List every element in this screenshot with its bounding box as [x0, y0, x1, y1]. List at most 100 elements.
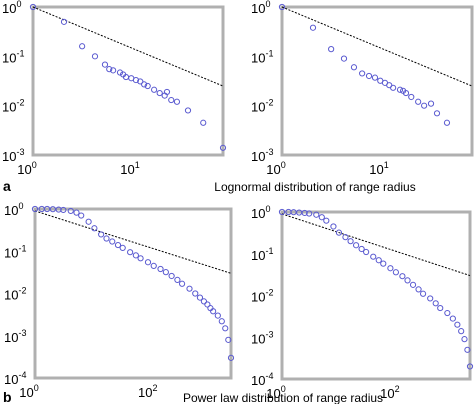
- data-point: [371, 74, 379, 81]
- x-tick-label: 100: [17, 160, 36, 177]
- data-point: [214, 312, 221, 319]
- data-point: [392, 269, 400, 276]
- fit-line: [281, 6, 473, 87]
- data-point: [359, 70, 366, 77]
- data-point: [200, 119, 207, 126]
- x-tick-label: 102: [138, 383, 157, 400]
- y-tick-label: 100: [251, 204, 270, 221]
- data-point: [433, 110, 441, 117]
- x-tick-label: 100: [19, 383, 38, 400]
- data-point: [219, 144, 227, 151]
- data-point: [119, 244, 126, 252]
- plot-frame: [280, 210, 472, 381]
- data-point: [110, 67, 117, 74]
- data-point: [60, 18, 68, 25]
- data-point: [156, 89, 163, 97]
- data-point: [204, 301, 211, 308]
- data-point: [67, 207, 74, 215]
- data-point: [137, 255, 144, 262]
- data-point: [144, 82, 151, 90]
- data-point: [328, 46, 335, 53]
- data-point: [301, 209, 308, 217]
- data-point: [178, 280, 186, 287]
- data-point: [78, 212, 85, 219]
- plot-frame: [280, 5, 474, 157]
- data-point: [186, 285, 193, 292]
- data-point: [370, 253, 377, 260]
- data-point: [141, 81, 148, 88]
- data-point: [225, 336, 232, 343]
- data-point: [31, 205, 39, 213]
- data-point: [323, 217, 330, 224]
- data-point: [437, 304, 444, 312]
- data-point: [132, 76, 140, 84]
- data-point: [49, 206, 56, 213]
- data-point: [79, 43, 86, 50]
- data-point: [363, 248, 370, 256]
- fit-line: [281, 213, 471, 277]
- data-point: [419, 290, 427, 297]
- data-point: [464, 346, 471, 353]
- data-point: [168, 96, 175, 104]
- y-tick-label: 10-2: [4, 286, 26, 303]
- data-point: [402, 89, 410, 97]
- y-tick-label: 10-1: [251, 48, 273, 65]
- caption-a: Lognormal distribution of range radius: [214, 180, 415, 194]
- data-point: [427, 295, 434, 302]
- data-point: [127, 249, 134, 256]
- data-point: [306, 210, 313, 217]
- data-point: [29, 3, 37, 11]
- y-tick-label: 10-3: [251, 147, 273, 164]
- data-point: [415, 286, 422, 293]
- panel-letter-b: b: [3, 389, 12, 404]
- data-point: [109, 238, 116, 245]
- fit-line: [34, 210, 232, 274]
- y-tick-label: 100: [251, 0, 270, 16]
- y-tick-label: 10-3: [251, 329, 273, 346]
- x-tick-label: 100: [266, 160, 285, 177]
- data-point: [162, 269, 169, 276]
- caption-b: Power law distribution of range radius: [183, 391, 383, 404]
- data-point: [454, 321, 461, 328]
- y-tick-label: 10-4: [4, 370, 26, 387]
- data-point: [132, 252, 139, 259]
- data-point: [409, 281, 417, 288]
- y-tick-label: 100: [4, 201, 23, 218]
- data-point: [278, 3, 286, 11]
- data-point: [347, 238, 354, 245]
- data-point: [330, 223, 337, 230]
- data-point: [458, 328, 465, 335]
- data-point: [449, 315, 456, 322]
- y-tick-label: 10-4: [251, 371, 273, 388]
- data-point: [396, 86, 404, 93]
- data-point: [184, 107, 192, 114]
- x-tick-label: 101: [369, 160, 388, 177]
- data-point: [200, 298, 208, 305]
- data-point: [432, 300, 439, 307]
- data-point: [365, 72, 373, 80]
- data-point: [415, 98, 422, 105]
- data-point: [163, 88, 171, 96]
- data-point: [85, 218, 92, 225]
- y-tick-label: 10-1: [251, 246, 273, 263]
- panel-letter-a: a: [3, 178, 11, 194]
- data-point: [461, 336, 468, 343]
- data-point: [408, 93, 415, 101]
- data-point: [157, 265, 164, 273]
- data-point: [427, 100, 435, 107]
- data-point: [60, 206, 67, 214]
- data-point: [380, 260, 387, 267]
- data-point: [151, 86, 158, 93]
- data-point: [73, 209, 80, 216]
- data-point: [192, 290, 199, 297]
- data-point: [350, 64, 358, 71]
- x-tick-label: 102: [380, 384, 399, 401]
- data-point: [101, 61, 109, 68]
- plot-frame: [33, 207, 233, 380]
- data-point: [173, 98, 181, 105]
- data-point: [196, 294, 204, 301]
- data-point: [390, 84, 397, 91]
- data-point: [466, 363, 474, 370]
- data-point: [309, 24, 317, 31]
